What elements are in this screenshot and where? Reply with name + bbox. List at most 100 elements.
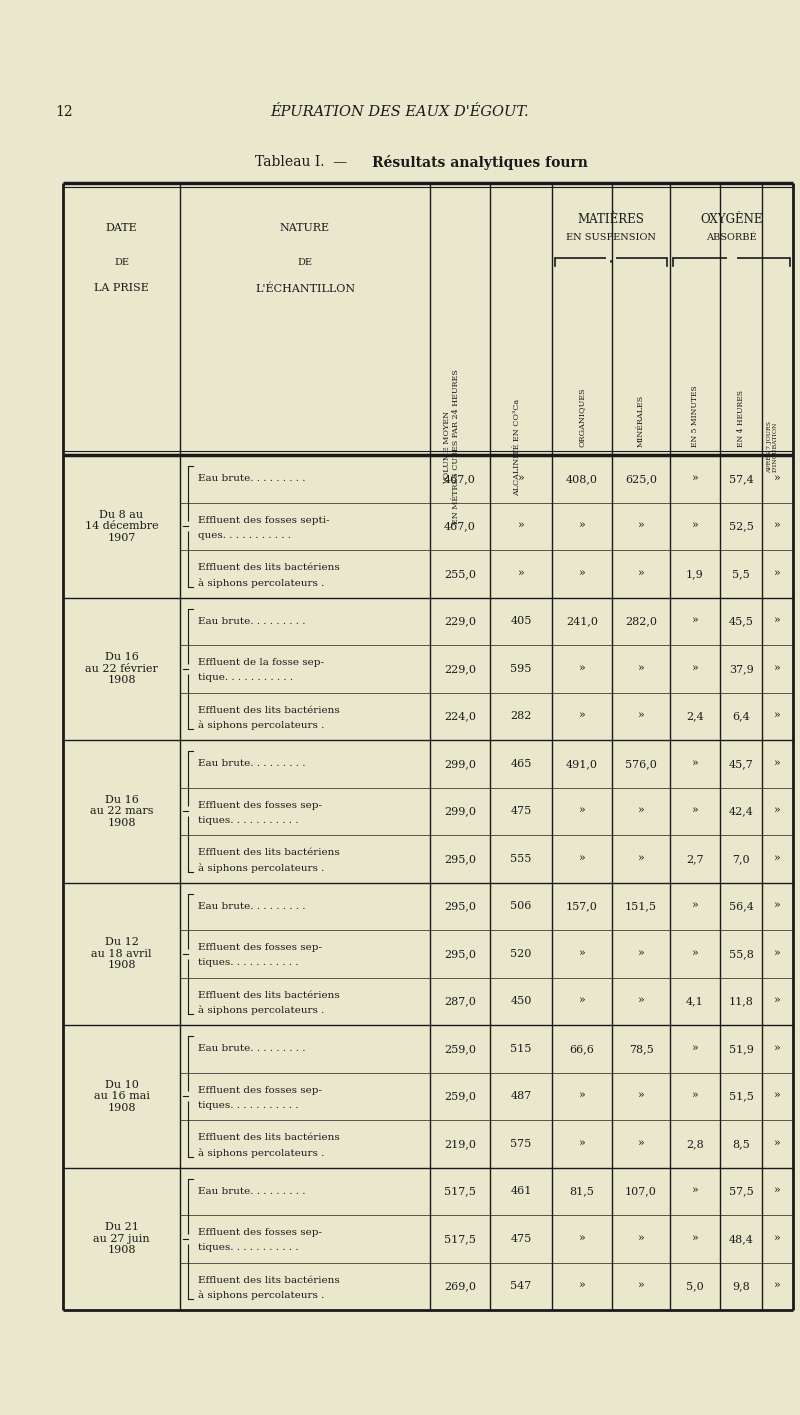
Text: 57,4: 57,4 — [729, 474, 754, 484]
Text: 595: 595 — [510, 664, 532, 674]
Text: EN 4 HEURES: EN 4 HEURES — [737, 391, 745, 447]
Text: 6,4: 6,4 — [732, 712, 750, 722]
Text: »: » — [692, 758, 698, 768]
Text: 56,4: 56,4 — [729, 901, 754, 911]
Text: 475: 475 — [510, 807, 532, 816]
Text: »: » — [774, 712, 781, 722]
Text: 55,8: 55,8 — [729, 948, 754, 959]
Text: »: » — [638, 664, 644, 674]
Text: Du 8 au
14 décembre
1907: Du 8 au 14 décembre 1907 — [85, 509, 158, 543]
Text: »: » — [638, 1281, 644, 1292]
Text: 78,5: 78,5 — [629, 1044, 654, 1054]
Text: »: » — [692, 1186, 698, 1196]
Text: »: » — [578, 853, 586, 863]
Text: Résultats analytiques fourn: Résultats analytiques fourn — [372, 156, 588, 170]
Text: »: » — [774, 1186, 781, 1196]
Text: 461: 461 — [510, 1186, 532, 1196]
Text: 282,0: 282,0 — [625, 617, 657, 627]
Text: 229,0: 229,0 — [444, 664, 476, 674]
Text: 81,5: 81,5 — [570, 1186, 594, 1196]
Text: Effluent des lits bactériens: Effluent des lits bactériens — [198, 706, 340, 715]
Text: »: » — [692, 948, 698, 959]
Text: »: » — [578, 1281, 586, 1292]
Text: »: » — [578, 1139, 586, 1149]
Text: »: » — [774, 617, 781, 627]
Text: LA PRISE: LA PRISE — [94, 283, 149, 293]
Text: »: » — [638, 807, 644, 816]
Text: »: » — [774, 996, 781, 1006]
Text: »: » — [578, 569, 586, 579]
Text: tiques. . . . . . . . . . .: tiques. . . . . . . . . . . — [198, 1101, 298, 1109]
Text: »: » — [638, 948, 644, 959]
Text: Eau brute. . . . . . . . .: Eau brute. . . . . . . . . — [198, 474, 306, 484]
Text: »: » — [774, 948, 781, 959]
Text: »: » — [578, 521, 586, 531]
Text: 45,5: 45,5 — [729, 617, 754, 627]
Text: 515: 515 — [510, 1044, 532, 1054]
Text: 520: 520 — [510, 948, 532, 959]
Text: Effluent des lits bactériens: Effluent des lits bactériens — [198, 1276, 340, 1285]
Text: Du 21
au 27 juin
1908: Du 21 au 27 juin 1908 — [93, 1223, 150, 1255]
Text: 450: 450 — [510, 996, 532, 1006]
Text: à siphons percolateurs .: à siphons percolateurs . — [198, 1148, 324, 1157]
Text: Effluent des lits bactériens: Effluent des lits bactériens — [198, 990, 340, 1000]
Text: 57,5: 57,5 — [729, 1186, 754, 1196]
Text: 37,9: 37,9 — [729, 664, 754, 674]
Text: 219,0: 219,0 — [444, 1139, 476, 1149]
Text: 229,0: 229,0 — [444, 617, 476, 627]
Text: à siphons percolateurs .: à siphons percolateurs . — [198, 863, 324, 873]
Text: »: » — [774, 1281, 781, 1292]
Text: 2,8: 2,8 — [686, 1139, 704, 1149]
Text: 2,7: 2,7 — [686, 853, 704, 863]
Text: »: » — [638, 1091, 644, 1101]
Text: »: » — [638, 569, 644, 579]
Text: à siphons percolateurs .: à siphons percolateurs . — [198, 1290, 324, 1300]
Text: VOLUME MOYEN
EN MÈTRES CUBES PAR 24 HEURES: VOLUME MOYEN EN MÈTRES CUBES PAR 24 HEUR… — [443, 369, 460, 525]
Text: Eau brute. . . . . . . . .: Eau brute. . . . . . . . . — [198, 760, 306, 768]
Text: Du 10
au 16 mai
1908: Du 10 au 16 mai 1908 — [94, 1080, 150, 1112]
Text: 408,0: 408,0 — [566, 474, 598, 484]
Text: »: » — [578, 807, 586, 816]
Text: 255,0: 255,0 — [444, 569, 476, 579]
Text: »: » — [692, 1234, 698, 1244]
Text: »: » — [692, 474, 698, 484]
Text: Effluent des lits bactériens: Effluent des lits bactériens — [198, 563, 340, 572]
Text: »: » — [774, 1234, 781, 1244]
Text: Du 16
au 22 février
1908: Du 16 au 22 février 1908 — [85, 652, 158, 685]
Text: 48,4: 48,4 — [729, 1234, 754, 1244]
Text: Effluent des fosses sep-: Effluent des fosses sep- — [198, 944, 322, 952]
Text: »: » — [518, 521, 524, 531]
Text: 517,5: 517,5 — [444, 1186, 476, 1196]
Text: à siphons percolateurs .: à siphons percolateurs . — [198, 720, 324, 730]
Text: Tableau I.  —: Tableau I. — — [255, 156, 347, 168]
Text: à siphons percolateurs .: à siphons percolateurs . — [198, 577, 324, 587]
Text: 467,0: 467,0 — [444, 474, 476, 484]
Text: 259,0: 259,0 — [444, 1044, 476, 1054]
Text: Eau brute. . . . . . . . .: Eau brute. . . . . . . . . — [198, 1187, 306, 1196]
Text: 42,4: 42,4 — [729, 807, 754, 816]
Text: Effluent des fosses septi-: Effluent des fosses septi- — [198, 515, 330, 525]
Text: 5,0: 5,0 — [686, 1281, 704, 1292]
Text: »: » — [774, 1044, 781, 1054]
Text: 405: 405 — [510, 617, 532, 627]
Text: tiques. . . . . . . . . . .: tiques. . . . . . . . . . . — [198, 958, 298, 968]
Text: »: » — [638, 712, 644, 722]
Text: »: » — [774, 664, 781, 674]
Text: »: » — [638, 1139, 644, 1149]
Text: 151,5: 151,5 — [625, 901, 657, 911]
Text: »: » — [578, 1234, 586, 1244]
Text: 555: 555 — [510, 853, 532, 863]
Text: 517,5: 517,5 — [444, 1234, 476, 1244]
Text: »: » — [692, 664, 698, 674]
Text: 45,7: 45,7 — [729, 758, 754, 768]
Text: 51,5: 51,5 — [729, 1091, 754, 1101]
Text: »: » — [638, 996, 644, 1006]
Text: 547: 547 — [510, 1281, 532, 1292]
Text: 287,0: 287,0 — [444, 996, 476, 1006]
Text: 4,1: 4,1 — [686, 996, 704, 1006]
Text: 9,8: 9,8 — [732, 1281, 750, 1292]
Text: 269,0: 269,0 — [444, 1281, 476, 1292]
Text: 299,0: 299,0 — [444, 807, 476, 816]
Text: »: » — [692, 521, 698, 531]
Text: 12: 12 — [55, 105, 73, 119]
